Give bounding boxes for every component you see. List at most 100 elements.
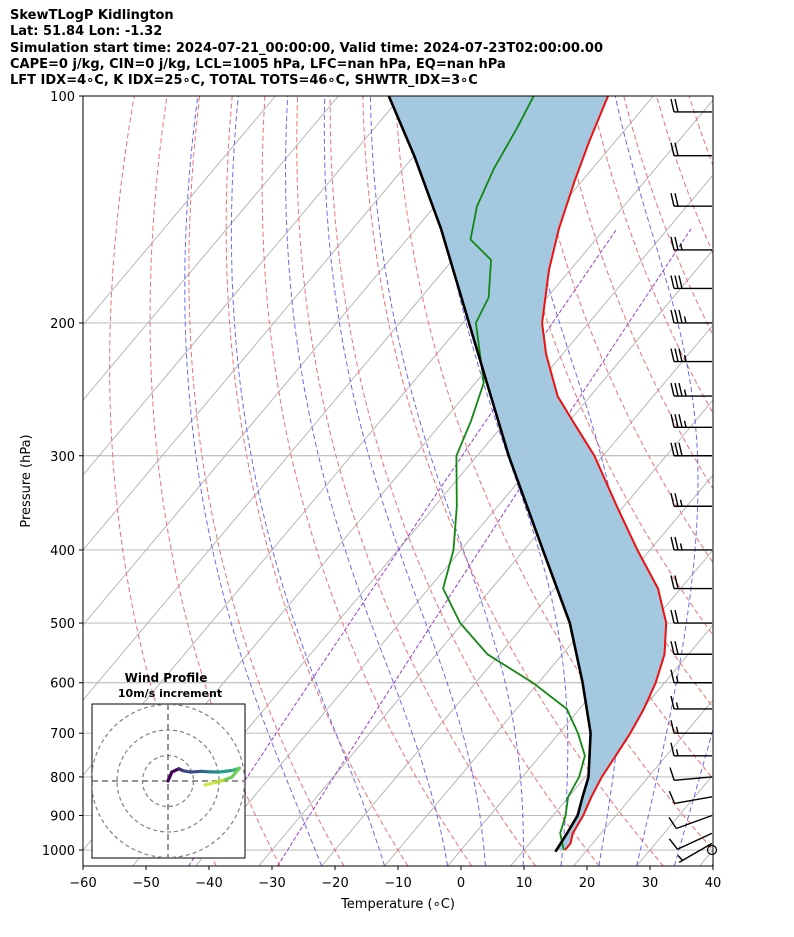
- wind-barbs: [668, 98, 718, 864]
- isotherm-line: [321, 399, 713, 866]
- wind-barb: [670, 493, 712, 507]
- wind-barb: [670, 609, 712, 624]
- wind-barb: [670, 442, 712, 457]
- wind-barb: [668, 790, 713, 805]
- dry-adiabat: [296, 96, 537, 866]
- isotherm-line: [83, 96, 465, 551]
- dry-adiabat: [722, 96, 794, 866]
- x-tick-label: −20: [321, 876, 348, 891]
- x-axis-label: Temperature (∘C): [340, 897, 455, 912]
- wind-barb: [670, 669, 712, 684]
- isotherm-line: [636, 774, 713, 866]
- y-tick-label: 1000: [42, 844, 75, 859]
- dry-adiabat: [329, 96, 600, 866]
- hodograph-title: Wind Profile: [125, 671, 208, 685]
- dry-adiabat: [623, 96, 713, 337]
- simulation-times: Simulation start time: 2024-07-21_00:00:…: [10, 40, 603, 56]
- wind-barb: [670, 98, 712, 113]
- moist-adiabat: [369, 96, 524, 866]
- dry-adiabat: [261, 96, 473, 866]
- x-tick-label: −40: [195, 876, 222, 891]
- hodograph-segment: [203, 781, 216, 787]
- location-coordinates: Lat: 51.84 Lon: -1.32: [10, 24, 163, 40]
- parcel-profile: [387, 96, 592, 853]
- dry-adiabat: [394, 96, 713, 851]
- wind-barb: [670, 742, 712, 757]
- wind-barb: [670, 641, 712, 655]
- wind-barb: [670, 382, 712, 397]
- stability-indices: LFT IDX=4∘C, K IDX=25∘C, TOTAL TOTS=46∘C…: [10, 73, 478, 89]
- sounding-profiles: [387, 96, 668, 853]
- wind-barb: [670, 236, 712, 251]
- hodograph-segment: [189, 769, 203, 774]
- wind-barb: [668, 814, 713, 830]
- x-tick-label: 20: [579, 876, 596, 891]
- chart-title-block: SkewTLogP Kidlington Lat: 51.84 Lon: -1.…: [10, 8, 603, 89]
- hodograph-segment: [166, 770, 174, 783]
- wind-barb: [668, 832, 713, 850]
- isotherm-line: [83, 96, 402, 476]
- wind-barb: [670, 275, 712, 290]
- y-tick-label: 500: [50, 617, 75, 632]
- wind-barb: [670, 309, 712, 324]
- dry-adiabat: [362, 96, 664, 866]
- isotherm-line: [447, 549, 713, 866]
- dry-adiabat: [225, 96, 409, 866]
- x-tick-label: −60: [69, 876, 96, 891]
- x-tick-label: 30: [642, 876, 659, 891]
- dry-adiabat: [558, 96, 713, 490]
- hodograph-segment: [230, 766, 241, 779]
- wind-barb: [670, 142, 712, 157]
- dewpoint-profile: [442, 96, 586, 851]
- chart-title: SkewTLogP Kidlington: [10, 8, 174, 23]
- wind-barb: [670, 695, 712, 710]
- wind-barb: [669, 767, 713, 781]
- dry-adiabat: [590, 96, 713, 415]
- isotherm-line: [83, 96, 276, 326]
- dry-adiabat: [688, 96, 713, 167]
- x-tick-label: 40: [705, 876, 722, 891]
- y-tick-label: 200: [50, 317, 75, 332]
- y-tick-label: 300: [50, 450, 75, 465]
- x-tick-label: −50: [132, 876, 159, 891]
- wind-barb: [706, 844, 718, 856]
- moist-adiabat: [323, 96, 486, 866]
- isotherm-line: [83, 96, 339, 401]
- moist-adiabat: [506, 96, 625, 866]
- isotherm-line: [573, 699, 713, 866]
- y-tick-label: 600: [50, 677, 75, 692]
- isotherm-line: [699, 849, 713, 866]
- moist-adiabat: [614, 96, 699, 866]
- y-axis-label: Pressure (hPa): [19, 434, 34, 527]
- y-tick-label: 900: [50, 810, 75, 825]
- wind-barb: [670, 720, 712, 734]
- wind-barb: [670, 414, 712, 428]
- wind-barb: [670, 193, 712, 207]
- moist-adiabat: [284, 96, 449, 866]
- y-tick-label: 700: [50, 727, 75, 742]
- y-tick-label: 400: [50, 544, 75, 559]
- isotherm-line: [83, 96, 528, 626]
- y-tick-label: 800: [50, 771, 75, 786]
- x-tick-label: −30: [258, 876, 285, 891]
- moist-adiabat: [673, 727, 713, 866]
- x-tick-label: 10: [516, 876, 533, 891]
- moist-adiabat: [230, 96, 386, 866]
- dry-adiabat: [188, 96, 345, 866]
- wind-barb: [670, 575, 712, 590]
- hodograph-subtitle: 10m/s increment: [118, 687, 222, 700]
- moist-adiabat: [711, 861, 713, 866]
- hodograph-inset: Wind Profile 10m/s increment: [91, 671, 246, 859]
- axes: −60 −50 −40 −30 −20 −10 0 10 20 30 40 1000 900 800 700…: [42, 90, 721, 891]
- dry-adiabat: [754, 96, 794, 866]
- dry-adiabat: [787, 96, 794, 866]
- y-tick-label: 100: [50, 90, 75, 105]
- x-tick-label: −10: [384, 876, 411, 891]
- dry-adiabat: [149, 96, 281, 866]
- convective-parameters: CAPE=0 j/kg, CIN=0 j/kg, LCL=1005 hPa, L…: [10, 56, 506, 72]
- dry-adiabat: [525, 96, 713, 564]
- moist-adiabat: [184, 96, 323, 866]
- wind-barb: [670, 536, 712, 551]
- temperature-profile: [541, 96, 668, 851]
